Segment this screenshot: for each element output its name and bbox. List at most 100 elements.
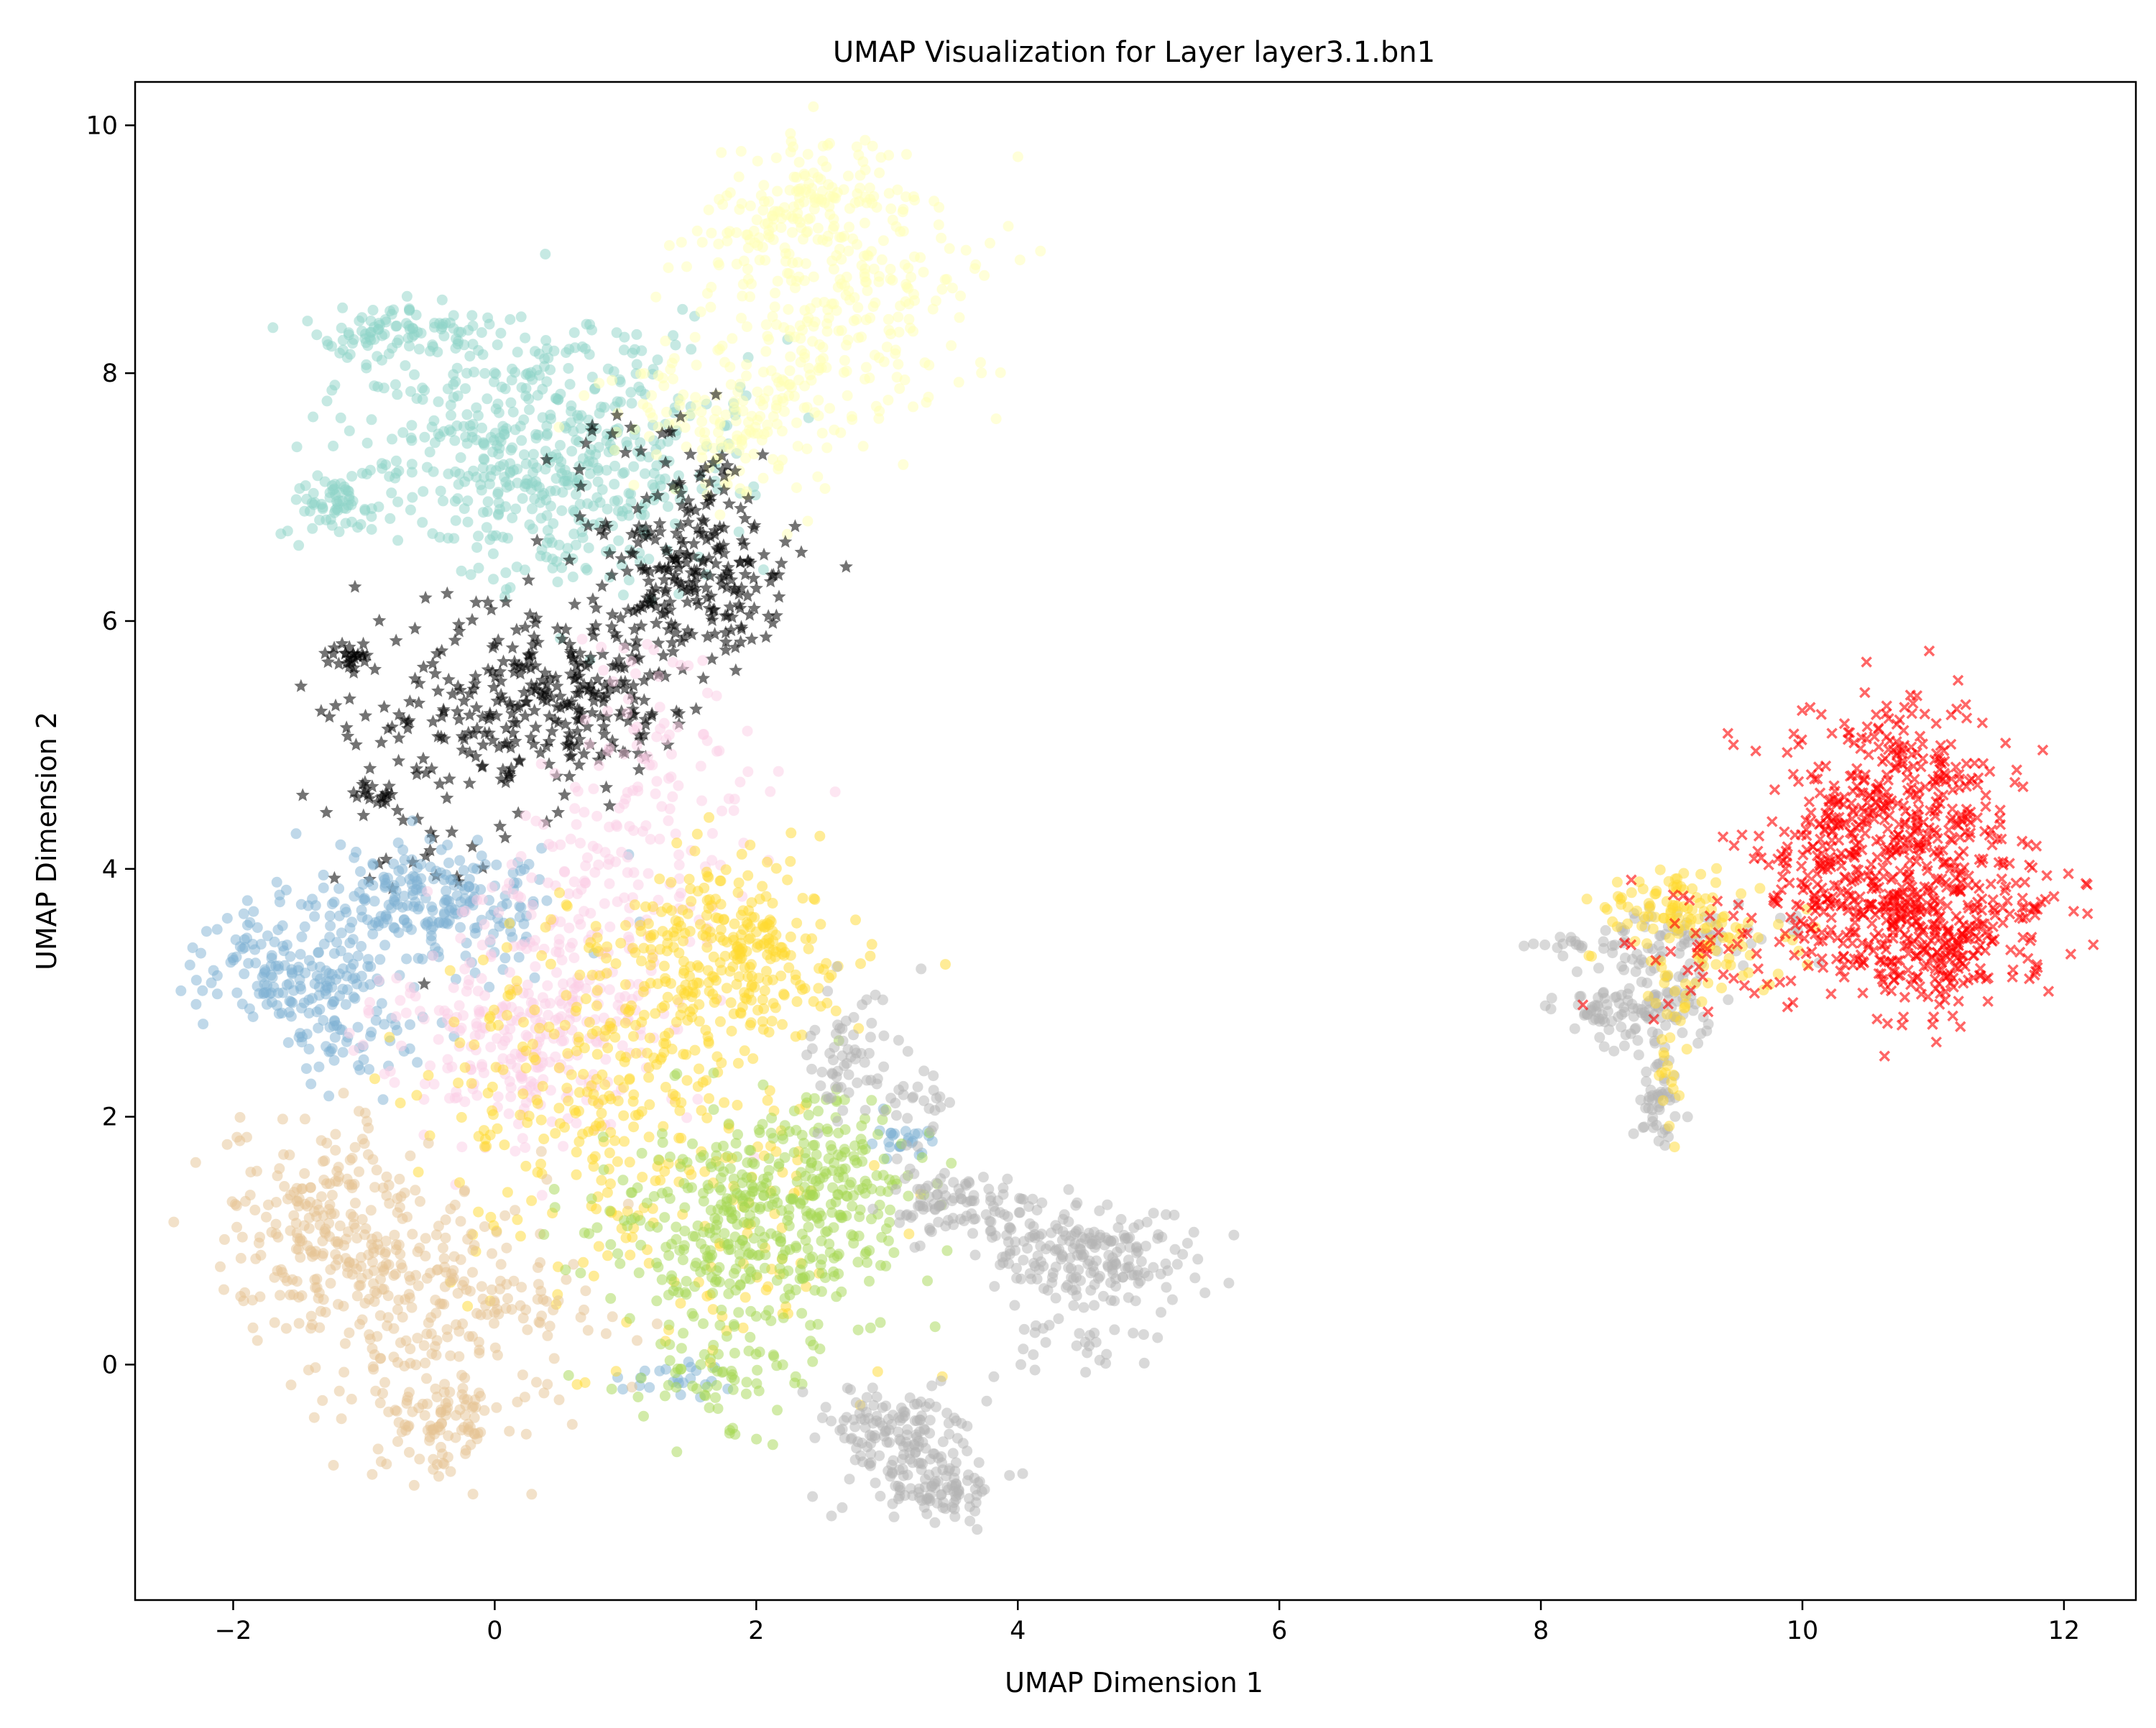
data-point bbox=[520, 332, 531, 344]
data-point bbox=[915, 252, 926, 263]
data-point bbox=[732, 1100, 743, 1111]
data-point bbox=[1014, 254, 1026, 266]
data-point bbox=[421, 461, 433, 473]
data-point bbox=[1018, 1343, 1029, 1355]
data-point bbox=[784, 331, 796, 343]
data-point bbox=[390, 1244, 402, 1256]
data-point-star bbox=[708, 627, 722, 640]
data-point bbox=[441, 885, 452, 896]
data-point bbox=[420, 1250, 431, 1261]
data-point bbox=[415, 1195, 425, 1207]
data-point bbox=[527, 1039, 538, 1050]
data-point bbox=[520, 1141, 531, 1153]
data-point-star bbox=[507, 658, 522, 672]
data-point bbox=[461, 367, 472, 379]
data-point bbox=[670, 828, 681, 840]
data-point bbox=[588, 1088, 599, 1100]
data-point-star bbox=[419, 849, 433, 863]
data-point bbox=[607, 374, 618, 386]
data-point bbox=[1094, 1205, 1105, 1216]
data-point bbox=[413, 952, 424, 964]
data-point bbox=[645, 978, 656, 989]
data-point-star bbox=[669, 704, 683, 718]
data-point bbox=[702, 687, 713, 699]
data-point bbox=[479, 1221, 490, 1232]
data-point bbox=[785, 128, 796, 139]
data-point bbox=[704, 893, 715, 905]
data-point bbox=[944, 243, 955, 254]
data-point bbox=[318, 1175, 330, 1186]
data-point bbox=[726, 1366, 737, 1377]
data-point-star bbox=[708, 523, 722, 537]
data-point bbox=[487, 882, 498, 893]
data-point bbox=[342, 984, 353, 996]
data-point-star bbox=[585, 423, 599, 437]
data-point bbox=[250, 957, 262, 969]
data-point bbox=[1017, 1468, 1028, 1479]
data-point bbox=[515, 1231, 526, 1242]
data-point-star bbox=[540, 452, 554, 466]
data-point-star bbox=[645, 584, 660, 598]
data-point bbox=[644, 1382, 655, 1393]
data-point-star bbox=[419, 766, 433, 779]
data-point bbox=[365, 1205, 377, 1216]
data-point bbox=[612, 1156, 623, 1167]
data-point bbox=[802, 213, 814, 225]
data-point bbox=[512, 346, 523, 358]
data-point bbox=[563, 1095, 574, 1107]
data-point bbox=[856, 259, 867, 271]
data-point bbox=[392, 535, 404, 546]
data-point bbox=[711, 1379, 722, 1391]
data-point bbox=[315, 1135, 327, 1146]
data-point bbox=[583, 542, 594, 553]
data-point bbox=[723, 1288, 734, 1300]
data-point bbox=[579, 806, 590, 818]
data-point bbox=[822, 985, 834, 997]
data-point-star bbox=[524, 661, 538, 675]
data-point bbox=[453, 1000, 465, 1011]
data-point bbox=[613, 1075, 625, 1086]
data-point bbox=[267, 996, 277, 1008]
data-point-star bbox=[407, 621, 422, 635]
data-point bbox=[493, 497, 505, 508]
cluster-tan bbox=[168, 1088, 663, 1500]
data-point bbox=[234, 1112, 246, 1123]
data-point-star bbox=[778, 535, 793, 548]
data-point-star bbox=[483, 708, 497, 722]
data-point bbox=[919, 357, 931, 369]
scatter-points bbox=[168, 101, 2099, 1535]
data-point bbox=[329, 1031, 341, 1043]
data-point bbox=[860, 134, 871, 146]
data-point bbox=[696, 444, 708, 456]
data-point bbox=[885, 1204, 895, 1215]
data-point bbox=[190, 1157, 201, 1168]
data-point bbox=[755, 190, 767, 201]
data-point bbox=[393, 865, 405, 877]
data-point bbox=[722, 1193, 733, 1204]
data-point bbox=[695, 1359, 706, 1370]
data-point bbox=[379, 314, 391, 326]
data-point bbox=[482, 496, 494, 507]
data-point bbox=[725, 997, 737, 1008]
data-point bbox=[344, 1027, 355, 1039]
data-point bbox=[642, 751, 653, 762]
data-point bbox=[845, 1177, 857, 1188]
data-point bbox=[786, 827, 797, 839]
data-point bbox=[648, 1052, 660, 1064]
data-point bbox=[653, 1261, 664, 1273]
data-point-star bbox=[502, 695, 517, 709]
data-point-star bbox=[724, 623, 738, 637]
data-point bbox=[730, 1138, 742, 1149]
data-point bbox=[401, 917, 413, 929]
data-point-star bbox=[720, 608, 734, 622]
data-point bbox=[803, 1221, 814, 1233]
data-point bbox=[443, 468, 454, 479]
data-point bbox=[916, 1152, 928, 1163]
data-point bbox=[737, 395, 749, 407]
data-point bbox=[832, 1116, 843, 1127]
data-point bbox=[795, 1198, 806, 1210]
data-point bbox=[563, 1370, 574, 1381]
data-point-star bbox=[392, 707, 406, 721]
data-point-star bbox=[431, 684, 445, 697]
data-point bbox=[445, 874, 456, 886]
